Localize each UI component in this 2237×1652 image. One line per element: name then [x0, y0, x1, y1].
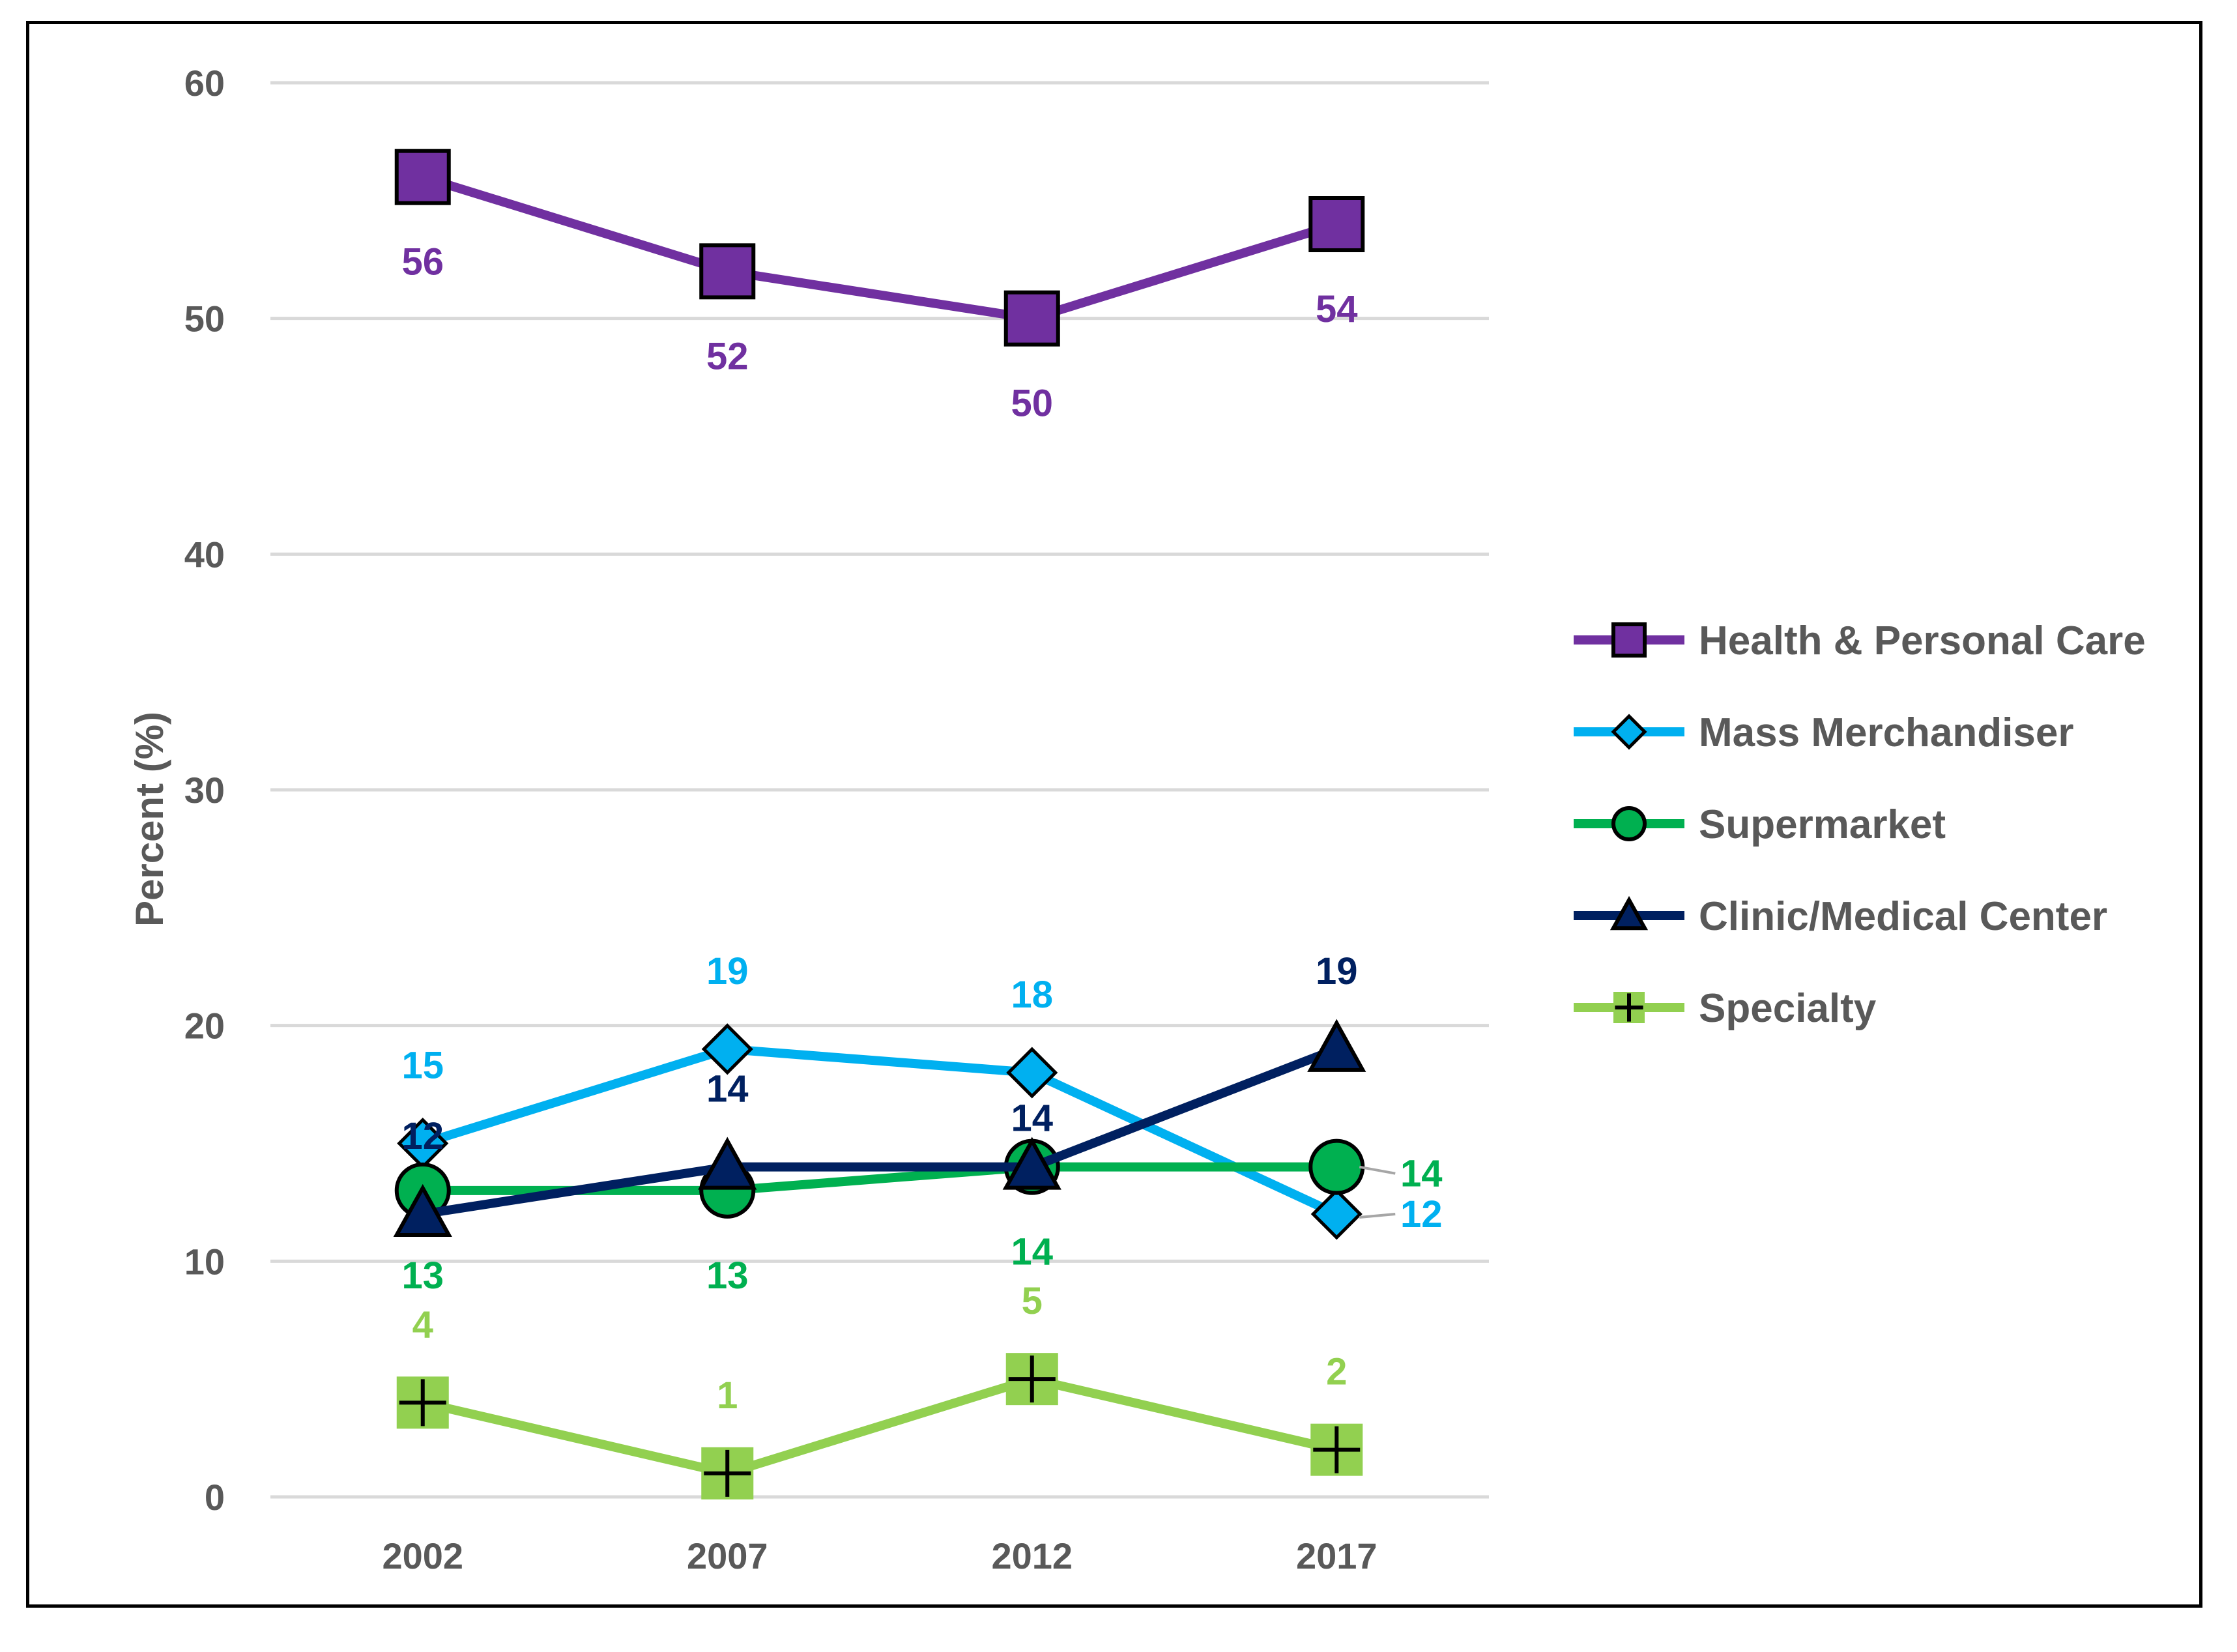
data-point-clinic-medical-center: [698, 1137, 757, 1190]
series-line-health-personal-care: [421, 172, 1338, 323]
data-point-health-personal-care: [1003, 290, 1060, 347]
data-label-mass-merchandiser: 12: [1400, 1193, 1443, 1236]
data-label-specialty: 1: [717, 1374, 738, 1417]
data-point-specialty: [1005, 1353, 1058, 1406]
x-axis-ticks: 2002 2007 2012 2017: [382, 1535, 1377, 1576]
data-label-supermarket: 14: [1400, 1153, 1443, 1195]
y-tick-label: 10: [184, 1241, 225, 1282]
legend: Health & Personal Care Mass Merchandiser S…: [1574, 618, 2146, 1031]
data-point-mass-merchandiser: [701, 1023, 753, 1075]
data-point-health-personal-care: [1308, 196, 1365, 252]
data-point-clinic-medical-center: [393, 1183, 452, 1237]
label-leader-line: [1359, 1213, 1396, 1219]
data-label-health-personal-care: 50: [1011, 383, 1053, 425]
data-label-clinic-medical-center: 19: [1316, 950, 1358, 993]
legend-item-health-personal-care: Health & Personal Care: [1574, 618, 2146, 663]
series-line-mass-merchandiser: [421, 1044, 1339, 1219]
legend-marker-specialty: [1613, 992, 1645, 1023]
chart-frame: 0 10 20 30 40 50 60 2002 2007 2012 2017 Percent (…: [26, 21, 2202, 1608]
x-tick-label: 2012: [991, 1535, 1073, 1576]
legend-marker-clinic-medical-center: [1609, 895, 1649, 931]
grid-lines: [270, 81, 1489, 1499]
data-label-clinic-medical-center: 14: [1011, 1097, 1053, 1140]
x-tick-label: 2007: [687, 1535, 768, 1576]
data-label-health-personal-care: 54: [1316, 288, 1358, 330]
data-label-mass-merchandiser: 18: [1011, 974, 1053, 1016]
legend-marker-supermarket: [1611, 806, 1647, 841]
data-label-mass-merchandiser: 19: [706, 950, 749, 993]
data-label-supermarket: 14: [1011, 1231, 1053, 1273]
data-point-health-personal-care: [699, 243, 756, 300]
y-tick-label: 50: [184, 298, 225, 340]
data-label-health-personal-care: 52: [706, 335, 749, 377]
legend-label: Mass Merchandiser: [1699, 710, 2073, 755]
y-axis-title: Percent (%): [128, 712, 171, 927]
data-label-specialty: 5: [1022, 1280, 1043, 1322]
data-label-clinic-medical-center: 14: [706, 1068, 749, 1110]
x-tick-label: 2017: [1296, 1535, 1378, 1576]
data-point-clinic-medical-center: [1002, 1137, 1061, 1190]
y-tick-label: 30: [184, 770, 225, 811]
series-lines: [393, 149, 1366, 1500]
series-line-specialty: [422, 1374, 1338, 1478]
legend-marker-health-personal-care: [1611, 622, 1647, 658]
data-label-clinic-medical-center: 12: [401, 1115, 444, 1157]
data-point-mass-merchandiser: [1310, 1188, 1363, 1240]
series-specialty: [396, 1353, 1363, 1500]
legend-label: Specialty: [1699, 986, 1877, 1031]
legend-item-mass-merchandiser: Mass Merchandiser: [1574, 710, 2073, 755]
y-tick-label: 0: [205, 1477, 225, 1518]
data-point-supermarket: [1308, 1138, 1365, 1195]
data-point-specialty: [1310, 1423, 1363, 1476]
series-line-clinic-medical-center: [422, 1045, 1338, 1219]
legend-label: Supermarket: [1699, 802, 1946, 847]
data-point-mass-merchandiser: [1006, 1047, 1058, 1099]
data-point-specialty: [396, 1376, 449, 1429]
series-clinic-medical-center: [393, 1019, 1366, 1237]
data-point-specialty: [701, 1447, 754, 1500]
data-label-specialty: 4: [412, 1303, 433, 1346]
data-label-supermarket: 13: [401, 1254, 444, 1297]
data-point-clinic-medical-center: [1307, 1019, 1366, 1072]
legend-item-specialty: Specialty: [1574, 986, 1877, 1031]
data-label-specialty: 2: [1326, 1351, 1347, 1393]
legend-label: Clinic/Medical Center: [1699, 894, 2107, 939]
series-supermarket: [394, 1138, 1365, 1219]
line-chart: 0 10 20 30 40 50 60 2002 2007 2012 2017 Percent (…: [128, 63, 2146, 1576]
label-leader-line: [1359, 1165, 1396, 1175]
data-label-supermarket: 13: [706, 1254, 749, 1297]
y-tick-label: 40: [184, 534, 225, 575]
y-tick-label: 20: [184, 1006, 225, 1047]
x-tick-label: 2002: [382, 1535, 463, 1576]
y-tick-label: 60: [184, 63, 225, 104]
data-label-health-personal-care: 56: [401, 241, 444, 283]
legend-label: Health & Personal Care: [1699, 618, 2146, 663]
legend-item-supermarket: Supermarket: [1574, 802, 1946, 847]
data-label-mass-merchandiser: 15: [401, 1045, 444, 1087]
data-point-health-personal-care: [394, 149, 451, 205]
y-axis-ticks: 0 10 20 30 40 50 60: [184, 63, 225, 1518]
series-mass-merchandiser: [397, 1023, 1363, 1240]
legend-item-clinic-medical-center: Clinic/Medical Center: [1574, 894, 2107, 939]
legend-marker-mass-merchandiser: [1611, 714, 1647, 750]
series-health-personal-care: [394, 149, 1365, 347]
